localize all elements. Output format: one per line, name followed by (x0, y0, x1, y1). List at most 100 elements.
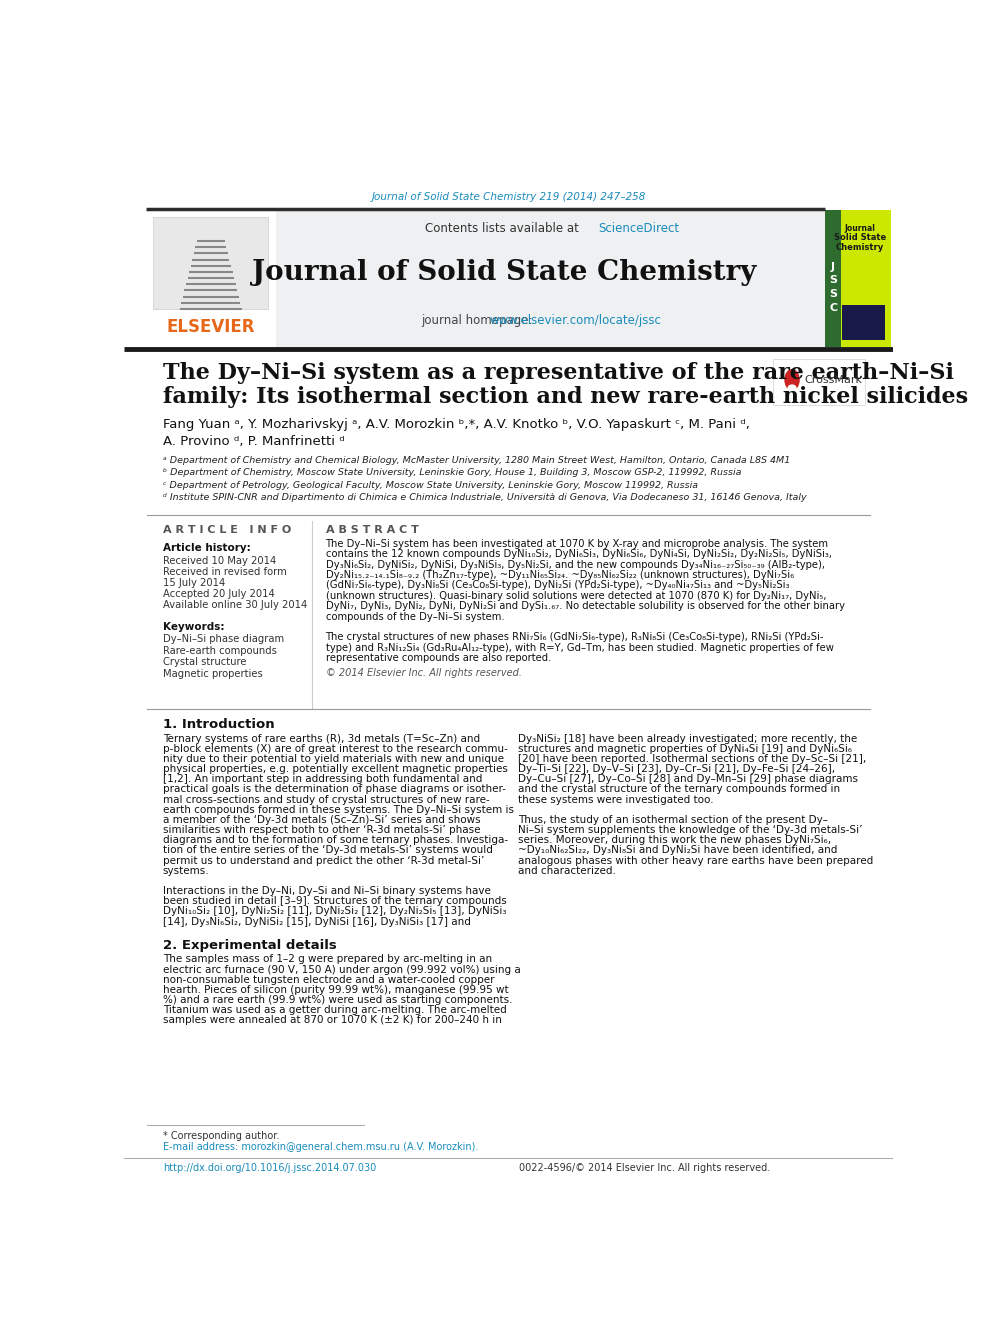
Text: electric arc furnace (90 V, 150 A) under argon (99.992 vol%) using a: electric arc furnace (90 V, 150 A) under… (163, 964, 521, 975)
Text: and the crystal structure of the ternary compounds formed in: and the crystal structure of the ternary… (518, 785, 840, 794)
Text: Article history:: Article history: (163, 544, 251, 553)
Text: ScienceDirect: ScienceDirect (598, 221, 680, 234)
Text: contains the 12 known compounds DyNi₁₀Si₂, DyNi₆Si₃, DyNi₆Si₆, DyNi₄Si, DyNi₂Si₂: contains the 12 known compounds DyNi₁₀Si… (325, 549, 831, 560)
Text: Crystal structure: Crystal structure (163, 658, 246, 667)
Text: S: S (829, 275, 837, 286)
Text: mal cross-sections and study of crystal structures of new rare-: mal cross-sections and study of crystal … (163, 795, 489, 804)
Text: Journal: Journal (845, 224, 876, 233)
Text: and characterized.: and characterized. (518, 865, 616, 876)
Text: Titanium was used as a getter during arc-melting. The arc-melted: Titanium was used as a getter during arc… (163, 1005, 507, 1015)
Text: analogous phases with other heavy rare earths have been prepared: analogous phases with other heavy rare e… (518, 856, 873, 865)
Text: systems.: systems. (163, 865, 209, 876)
Text: Dy–Cu–Si [27], Dy–Co–Si [28] and Dy–Mn–Si [29] phase diagrams: Dy–Cu–Si [27], Dy–Co–Si [28] and Dy–Mn–S… (518, 774, 858, 785)
Text: Journal of Solid State Chemistry 219 (2014) 247–258: Journal of Solid State Chemistry 219 (20… (371, 192, 646, 202)
Text: these systems were investigated too.: these systems were investigated too. (518, 795, 713, 804)
Text: Magnetic properties: Magnetic properties (163, 669, 263, 679)
Text: (unknown structures). Quasi-binary solid solutions were detected at 1070 (870 K): (unknown structures). Quasi-binary solid… (325, 591, 826, 601)
Text: The crystal structures of new phases RNi₇Si₆ (GdNi₇Si₆-type), R₃Ni₈Si (Ce₃Co₈Si-: The crystal structures of new phases RNi… (325, 632, 824, 642)
Text: 0022-4596/© 2014 Elsevier Inc. All rights reserved.: 0022-4596/© 2014 Elsevier Inc. All right… (519, 1163, 771, 1174)
Bar (825, 210, 841, 348)
Text: Available online 30 July 2014: Available online 30 July 2014 (163, 599, 307, 610)
Text: ELSEVIER: ELSEVIER (167, 318, 255, 336)
Bar (825, 210, 891, 348)
Text: Dy–Ni–Si phase diagram: Dy–Ni–Si phase diagram (163, 634, 284, 644)
Text: http://dx.doi.org/10.1016/j.jssc.2014.07.030: http://dx.doi.org/10.1016/j.jssc.2014.07… (163, 1163, 376, 1174)
Text: ᵃ Department of Chemistry and Chemical Biology, McMaster University, 1280 Main S: ᵃ Department of Chemistry and Chemical B… (163, 456, 790, 466)
Text: 15 July 2014: 15 July 2014 (163, 578, 225, 587)
Text: nity due to their potential to yield materials with new and unique: nity due to their potential to yield mat… (163, 754, 504, 763)
Text: compounds of the Dy–Ni–Si system.: compounds of the Dy–Ni–Si system. (325, 611, 504, 622)
Text: similarities with respect both to other ‘R-3d metals-Si’ phase: similarities with respect both to other … (163, 826, 480, 835)
Text: The Dy–Ni–Si system as a representative of the rare earth–Ni–Si: The Dy–Ni–Si system as a representative … (163, 361, 953, 384)
Bar (842, 306, 885, 340)
Text: Rare-earth compounds: Rare-earth compounds (163, 646, 277, 656)
Ellipse shape (785, 369, 800, 390)
Text: ~Dy₁₀Ni₆₂Si₂₂, Dy₃Ni₈Si and DyNi₂Si have been identified, and: ~Dy₁₀Ni₆₂Si₂₂, Dy₃Ni₈Si and DyNi₂Si have… (518, 845, 837, 856)
Text: DyNi₁₀Si₂ [10], DyNi₂Si₂ [11], DyNi₂Si₂ [12], Dy₂Ni₂Si₅ [13], DyNiSi₃: DyNi₁₀Si₂ [10], DyNi₂Si₂ [11], DyNi₂Si₂ … (163, 906, 506, 917)
Text: structures and magnetic properties of DyNi₄Si [19] and DyNi₆Si₆: structures and magnetic properties of Dy… (518, 744, 852, 754)
Text: representative compounds are also reported.: representative compounds are also report… (325, 654, 551, 663)
Text: * Corresponding author.: * Corresponding author. (163, 1131, 279, 1140)
Text: hearth. Pieces of silicon (purity 99.99 wt%), manganese (99.95 wt: hearth. Pieces of silicon (purity 99.99 … (163, 984, 508, 995)
Text: Ni–Si system supplements the knowledge of the ‘Dy-3d metals-Si’: Ni–Si system supplements the knowledge o… (518, 826, 862, 835)
Text: a member of the ‘Dy-3d metals (Sc–Zn)–Si’ series and shows: a member of the ‘Dy-3d metals (Sc–Zn)–Si… (163, 815, 480, 824)
Text: Accepted 20 July 2014: Accepted 20 July 2014 (163, 589, 275, 599)
Text: Ternary systems of rare earths (R), 3d metals (T=Sc–Zn) and: Ternary systems of rare earths (R), 3d m… (163, 733, 480, 744)
Text: permit us to understand and predict the other ‘R-3d metal-Si’: permit us to understand and predict the … (163, 856, 484, 865)
Text: %) and a rare earth (99.9 wt%) were used as starting components.: %) and a rare earth (99.9 wt%) were used… (163, 995, 512, 1005)
Text: family: Its isothermal section and new rare-earth nickel silicides: family: Its isothermal section and new r… (163, 386, 968, 409)
Text: The Dy–Ni–Si system has been investigated at 1070 K by X-ray and microprobe anal: The Dy–Ni–Si system has been investigate… (325, 538, 828, 549)
Text: 1. Introduction: 1. Introduction (163, 718, 275, 732)
Text: Dy₃Ni₆Si₂, DyNiSi₂, DyNiSi, Dy₃NiSi₃, Dy₅Ni₂Si, and the new compounds Dy₃₄Ni₁₆₋₂: Dy₃Ni₆Si₂, DyNiSi₂, DyNiSi, Dy₃NiSi₃, Dy… (325, 560, 824, 569)
Text: type) and R₃Ni₁₂Si₄ (Gd₃Ru₄Al₁₂-type), with R=Y, Gd–Tm, has been studied. Magnet: type) and R₃Ni₁₂Si₄ (Gd₃Ru₄Al₁₂-type), w… (325, 643, 833, 652)
Bar (154, 217, 268, 308)
Text: A R T I C L E   I N F O: A R T I C L E I N F O (163, 525, 291, 534)
Text: CrossMark: CrossMark (805, 374, 862, 385)
Text: Fang Yuan ᵃ, Y. Mozharivskyj ᵃ, A.V. Morozkin ᵇ,*, A.V. Knotko ᵇ, V.O. Yapaskurt: Fang Yuan ᵃ, Y. Mozharivskyj ᵃ, A.V. Mor… (163, 418, 750, 431)
Text: © 2014 Elsevier Inc. All rights reserved.: © 2014 Elsevier Inc. All rights reserved… (325, 668, 522, 679)
Text: been studied in detail [3–9]. Structures of the ternary compounds: been studied in detail [3–9]. Structures… (163, 896, 507, 906)
Text: Keywords:: Keywords: (163, 622, 224, 632)
Text: Received 10 May 2014: Received 10 May 2014 (163, 556, 276, 566)
Text: Contents lists available at: Contents lists available at (425, 221, 582, 234)
Bar (146, 210, 276, 348)
Text: non-consumable tungsten electrode and a water-cooled copper: non-consumable tungsten electrode and a … (163, 975, 494, 984)
Text: (GdNi₇Si₆-type), Dy₃Ni₈Si (Ce₃Co₈Si-type), DyNi₂Si (YPd₂Si-type), ~Dy₄₀Ni₄₇Si₁₃ : (GdNi₇Si₆-type), Dy₃Ni₈Si (Ce₃Co₈Si-type… (325, 581, 789, 590)
Text: samples were annealed at 870 or 1070 K (±2 K) for 200–240 h in: samples were annealed at 870 or 1070 K (… (163, 1015, 502, 1025)
Text: Chemistry: Chemistry (836, 243, 885, 251)
Text: Thus, the study of an isothermal section of the present Dy–: Thus, the study of an isothermal section… (518, 815, 827, 824)
Text: Received in revised form: Received in revised form (163, 568, 287, 577)
Text: p-block elements (X) are of great interest to the research commu-: p-block elements (X) are of great intere… (163, 744, 508, 754)
Text: C: C (829, 303, 837, 314)
Text: DyNi₇, DyNi₃, DyNi₂, DyNi, DyNi₂Si and DySi₁.₆₇. No detectable solubility is obs: DyNi₇, DyNi₃, DyNi₂, DyNi, DyNi₂Si and D… (325, 601, 844, 611)
Text: A. Provino ᵈ, P. Manfrinetti ᵈ: A. Provino ᵈ, P. Manfrinetti ᵈ (163, 435, 344, 448)
Text: Dy₃NiSi₂ [18] have been already investigated; more recently, the: Dy₃NiSi₂ [18] have been already investig… (518, 733, 857, 744)
Text: series. Moreover, during this work the new phases DyNi₇Si₆,: series. Moreover, during this work the n… (518, 835, 831, 845)
Text: The samples mass of 1–2 g were prepared by arc-melting in an: The samples mass of 1–2 g were prepared … (163, 954, 492, 964)
Text: physical properties, e.g. potentially excellent magnetic properties: physical properties, e.g. potentially ex… (163, 765, 508, 774)
Text: Interactions in the Dy–Ni, Dy–Si and Ni–Si binary systems have: Interactions in the Dy–Ni, Dy–Si and Ni–… (163, 886, 491, 896)
Text: ᶜ Department of Petrology, Geological Faculty, Moscow State University, Leninski: ᶜ Department of Petrology, Geological Fa… (163, 480, 698, 490)
Text: S: S (829, 290, 837, 299)
Text: E-mail address: morozkin@general.chem.msu.ru (A.V. Morozkin).: E-mail address: morozkin@general.chem.ms… (163, 1142, 478, 1151)
Text: [14], Dy₃Ni₆Si₂, DyNiSi₂ [15], DyNiSi [16], Dy₃NiSi₃ [17] and: [14], Dy₃Ni₆Si₂, DyNiSi₂ [15], DyNiSi [1… (163, 917, 470, 926)
Text: diagrams and to the formation of some ternary phases. Investiga-: diagrams and to the formation of some te… (163, 835, 508, 845)
Text: Journal of Solid State Chemistry: Journal of Solid State Chemistry (252, 259, 756, 286)
Text: journal homepage:: journal homepage: (421, 314, 536, 327)
Text: [20] have been reported. Isothermal sections of the Dy–Sc–Si [21],: [20] have been reported. Isothermal sect… (518, 754, 866, 763)
Text: practical goals is the determination of phase diagrams or isother-: practical goals is the determination of … (163, 785, 506, 794)
Text: www.elsevier.com/locate/jssc: www.elsevier.com/locate/jssc (489, 314, 661, 327)
Text: J: J (831, 262, 835, 271)
Text: [1,2]. An important step in addressing both fundamental and: [1,2]. An important step in addressing b… (163, 774, 482, 785)
Text: A B S T R A C T: A B S T R A C T (325, 525, 419, 534)
Ellipse shape (788, 385, 797, 392)
Text: 2. Experimental details: 2. Experimental details (163, 939, 336, 953)
Text: ᵇ Department of Chemistry, Moscow State University, Leninskie Gory, House 1, Bui: ᵇ Department of Chemistry, Moscow State … (163, 468, 741, 478)
Text: Solid State: Solid State (834, 233, 887, 242)
Text: tion of the entire series of the ‘Dy-3d metals-Si’ systems would: tion of the entire series of the ‘Dy-3d … (163, 845, 493, 856)
Bar (146, 210, 825, 348)
Text: earth compounds formed in these systems. The Dy–Ni–Si system is: earth compounds formed in these systems.… (163, 804, 514, 815)
Text: ᵈ Institute SPIN-CNR and Dipartimento di Chimica e Chimica Industriale, Universi: ᵈ Institute SPIN-CNR and Dipartimento di… (163, 493, 806, 501)
Text: Dy₂Ni₁₅.₂₋₁₄.₁Si₈₋₉.₂ (Th₂Zn₁₇-type), ~Dy₁₁Ni₆₅Si₂₄. ~Dy₈₅Ni₆₂Si₂₂ (unknown stru: Dy₂Ni₁₅.₂₋₁₄.₁Si₈₋₉.₂ (Th₂Zn₁₇-type), ~D… (325, 570, 794, 579)
Text: Dy–Ti–Si [22], Dy–V–Si [23], Dy–Cr–Si [21], Dy–Fe–Si [24–26],: Dy–Ti–Si [22], Dy–V–Si [23], Dy–Cr–Si [2… (518, 765, 835, 774)
